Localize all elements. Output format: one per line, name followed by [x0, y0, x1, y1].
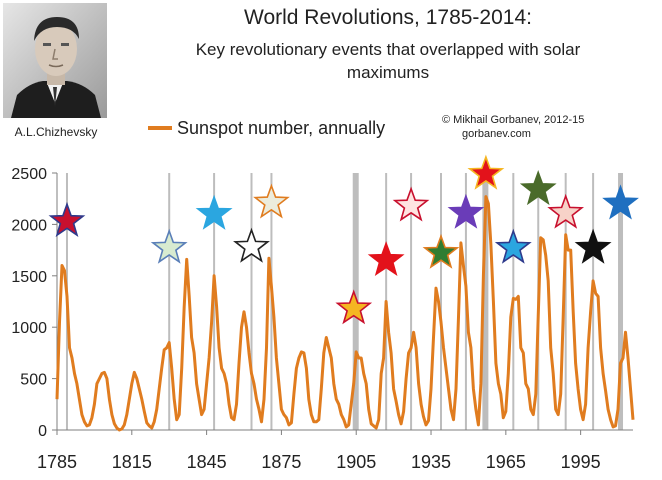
revolution-star-icon	[494, 228, 532, 264]
revolution-star-icon	[233, 227, 270, 263]
y-tick-label: 1000	[11, 320, 47, 337]
credit: © Mikhail Gorbanev, 2012-15 gorbanev.com	[442, 113, 584, 141]
credit-line-2: gorbanev.com	[462, 128, 531, 140]
revolution-star-icon	[447, 193, 485, 229]
portrait-caption: A.L.Chizhevsky	[14, 125, 98, 139]
revolution-star-icon	[574, 228, 612, 264]
revolution-star-icon	[547, 193, 585, 229]
x-tick-label: 1935	[411, 452, 451, 472]
sunspot-series-line	[55, 195, 635, 432]
revolution-star-icon	[335, 289, 373, 325]
y-tick-label: 1500	[11, 269, 47, 286]
credit-line-1: © Mikhail Gorbanev, 2012-15	[442, 114, 585, 126]
y-tick-label: 2500	[11, 166, 47, 183]
revolution-star-icon	[602, 184, 639, 220]
subtitle-line-2: maximums	[346, 63, 430, 82]
page-title: World Revolutions, 1785-2014:	[244, 6, 532, 29]
revolution-star-icon	[367, 241, 405, 276]
y-tick-label: 500	[20, 372, 47, 389]
revolution-star-icon	[150, 228, 188, 264]
x-tick-label: 1905	[336, 452, 376, 472]
revolution-star-icon	[467, 154, 505, 190]
revolution-star-icon	[519, 170, 557, 206]
x-tick-label: 1875	[261, 452, 301, 472]
x-tick-label: 1995	[561, 452, 601, 472]
x-tick-label: 1845	[187, 452, 227, 472]
revolution-star-icon	[48, 201, 86, 238]
x-tick-label: 1785	[37, 452, 77, 472]
revolution-star-icon	[392, 186, 430, 222]
chart-legend: Sunspot number, annually	[148, 116, 385, 140]
x-tick-label: 1815	[112, 452, 152, 472]
revolution-star-icon	[422, 233, 460, 269]
y-tick-label: 0	[38, 423, 47, 440]
x-tick-label: 1965	[486, 452, 526, 472]
legend-swatch	[148, 126, 172, 130]
y-tick-label: 2000	[11, 217, 47, 234]
legend-label: Sunspot number, annually	[177, 117, 386, 138]
page-subtitle: Key revolutionary events that overlapped…	[118, 38, 658, 84]
portrait-photo-icon	[3, 3, 107, 118]
revolution-star-icon	[253, 183, 290, 219]
solar-max-band	[483, 173, 489, 430]
revolution-star-icon	[195, 194, 233, 230]
subtitle-line-1: Key revolutionary events that overlapped…	[195, 40, 581, 59]
